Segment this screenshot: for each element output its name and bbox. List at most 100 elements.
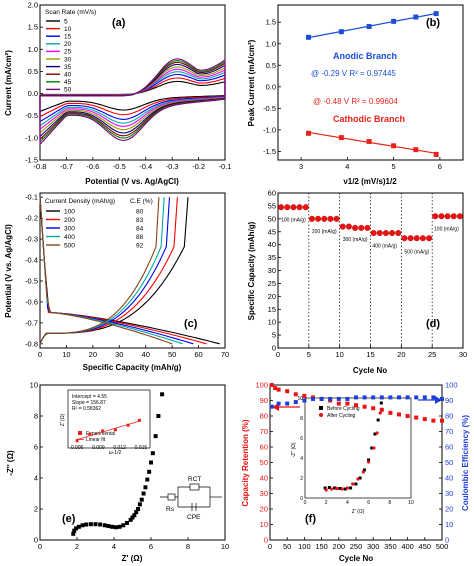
- panel-f-ytick-label-right: 60: [445, 443, 453, 452]
- panel-e-inset-line-2: Slope = 156.87: [72, 400, 106, 406]
- panel-f-ytick-label-left: 40: [260, 474, 268, 483]
- panel-e-ytick-label: 6: [34, 443, 38, 452]
- panel-d-point: [450, 213, 457, 220]
- panel-e-inset-point: [88, 432, 92, 436]
- panel-e-point: [137, 502, 142, 507]
- panel-d-point: [456, 213, 463, 220]
- panel-c-tag: (c): [184, 318, 198, 330]
- panel-f-ytick-label-left: 90: [260, 396, 268, 405]
- panel-f-efficiency-point: [302, 398, 307, 403]
- panel-b-point-0: [338, 29, 344, 35]
- panel-f-efficiency-point: [397, 395, 401, 400]
- panel-f-ytick-label-left: 30: [260, 489, 268, 498]
- panel-d-segment-label: 300 (mA/g): [343, 237, 368, 243]
- panel-b-point-0: [306, 34, 312, 40]
- panel-b-point-1: [391, 143, 397, 149]
- panel-b-xtick-label: 5: [392, 162, 396, 171]
- panel-f-inset-after-point: [367, 460, 371, 464]
- panel-e-point: [156, 414, 161, 418]
- panel-e-point: [132, 513, 137, 518]
- panel-e-xlabel: Z' (Ω): [122, 554, 143, 563]
- panel-d-ytick-label: 0: [272, 344, 276, 353]
- panel-e-point: [124, 520, 129, 525]
- panel-e-inset-point: [126, 423, 130, 427]
- panel-d-ytick-label: 25: [268, 279, 276, 288]
- panel-e-point: [130, 515, 135, 520]
- panel-c-xtick-label: 70: [221, 350, 229, 359]
- panel-f-ytick-label-right: 10: [445, 520, 453, 529]
- panel-b-point-0: [413, 14, 419, 20]
- panel-d-point: [444, 213, 451, 220]
- panel-e-point: [80, 523, 85, 528]
- panel-e-inset-point: [113, 428, 117, 432]
- panel-f-efficiency-point: [440, 396, 444, 401]
- panel-f-retention-point: [362, 404, 367, 409]
- panel-e-ytick-label: 8: [34, 412, 38, 421]
- panel-f-efficiency-point: [293, 400, 298, 405]
- panel-e-xtick-label: 0: [38, 542, 42, 551]
- panel-c-xtick-label: 60: [194, 350, 202, 359]
- panel-f-inset-before-point: [333, 486, 337, 490]
- panel-d-point: [395, 230, 402, 237]
- panel-c-legend-label: 300: [64, 225, 75, 232]
- panel-b-ytick-label: -0.5: [263, 104, 276, 113]
- panel-e-inset-line-3: R² = 0.58362: [72, 406, 101, 412]
- panel-a-ytick-label: -0.5: [25, 111, 38, 120]
- panel-f-xtick-label: 50: [283, 542, 291, 551]
- panel-e-inset-point: [101, 429, 105, 433]
- panel-f-inset-xtick-label: 6: [367, 500, 370, 506]
- panel-f-inset-ytick-label: 8: [300, 416, 303, 422]
- panel-d-xtick-label: 5: [307, 350, 311, 359]
- panel-b-point-1: [413, 147, 419, 153]
- panel-e-xtick-label: 8: [186, 542, 190, 551]
- panel-f-retention-point: [379, 407, 384, 412]
- panel-f-retention-point: [354, 403, 358, 408]
- panel-f-inset-xtick-label: 10: [408, 500, 414, 506]
- panel-d-xtick-label: 20: [397, 350, 405, 359]
- panel-e-inset-line-1: Intercept = 4.55: [72, 394, 107, 400]
- panel-b-xtick-label: 4: [345, 162, 349, 171]
- panel-d-segment-label: 100 (mA/g): [281, 217, 306, 223]
- panel-f-tag: (f): [305, 513, 316, 525]
- panel-c-legend-label: 100: [64, 208, 75, 215]
- panel-f-ytick-label-right: 90: [445, 396, 453, 405]
- panel-f-retention-point: [276, 387, 281, 392]
- panel-a-ytick-label: 1.5: [28, 23, 38, 32]
- panel-e-ytick-label: 0: [34, 536, 38, 545]
- panel-f-retention-point: [345, 401, 350, 406]
- panel-c-xtick-label: 50: [168, 350, 176, 359]
- panel-b-xtick-label: 3: [299, 162, 303, 171]
- panel-f-efficiency-point: [311, 396, 315, 401]
- panel-b-ytick-label: 1.0: [266, 39, 276, 48]
- panel-f-efficiency-point: [379, 395, 384, 400]
- panel-f-efficiency-point: [405, 395, 410, 400]
- panel-f-inset-ylabel: -Z'' (Ω): [291, 442, 297, 457]
- panel-c-ytick-label: -0.5: [25, 276, 38, 285]
- panel-c-ylabel: Potential (V vs. Ag/AgCl): [4, 224, 13, 318]
- panel-e-point: [143, 485, 148, 490]
- panel-f-retention-point: [405, 414, 410, 418]
- panel-d-point: [419, 235, 426, 242]
- panel-e-point: [88, 522, 93, 527]
- panel-a-xtick-label: -0.4: [139, 162, 152, 171]
- panel-f-retention-point: [302, 393, 307, 398]
- panel-c-ytick-label: -0.2: [25, 214, 38, 223]
- panel-c-legend-label: 200: [64, 217, 75, 224]
- panel-e-inset-xtick-label: 0.012: [113, 445, 126, 451]
- panel-e-ytick-label: 10: [30, 381, 38, 390]
- panel-c-discharge-curve-500: [39, 197, 173, 345]
- panel-f-xtick-label: 500: [436, 542, 449, 551]
- panel-f-efficiency-point: [371, 395, 376, 400]
- panel-b-point-1: [306, 130, 312, 136]
- panel-d-point: [376, 230, 383, 237]
- panel-d-segment-label: 200 (mA/g): [312, 229, 337, 235]
- panel-e-point: [150, 451, 155, 456]
- panel-a-legend-label: 45: [64, 79, 72, 86]
- panel-f-inset-before-point: [327, 486, 331, 489]
- panel-a-tag: (a): [112, 17, 126, 29]
- panel-d-point: [290, 204, 297, 211]
- panel-f-xtick-label: 250: [350, 542, 363, 551]
- panel-c-legend-ce: 92: [136, 242, 144, 249]
